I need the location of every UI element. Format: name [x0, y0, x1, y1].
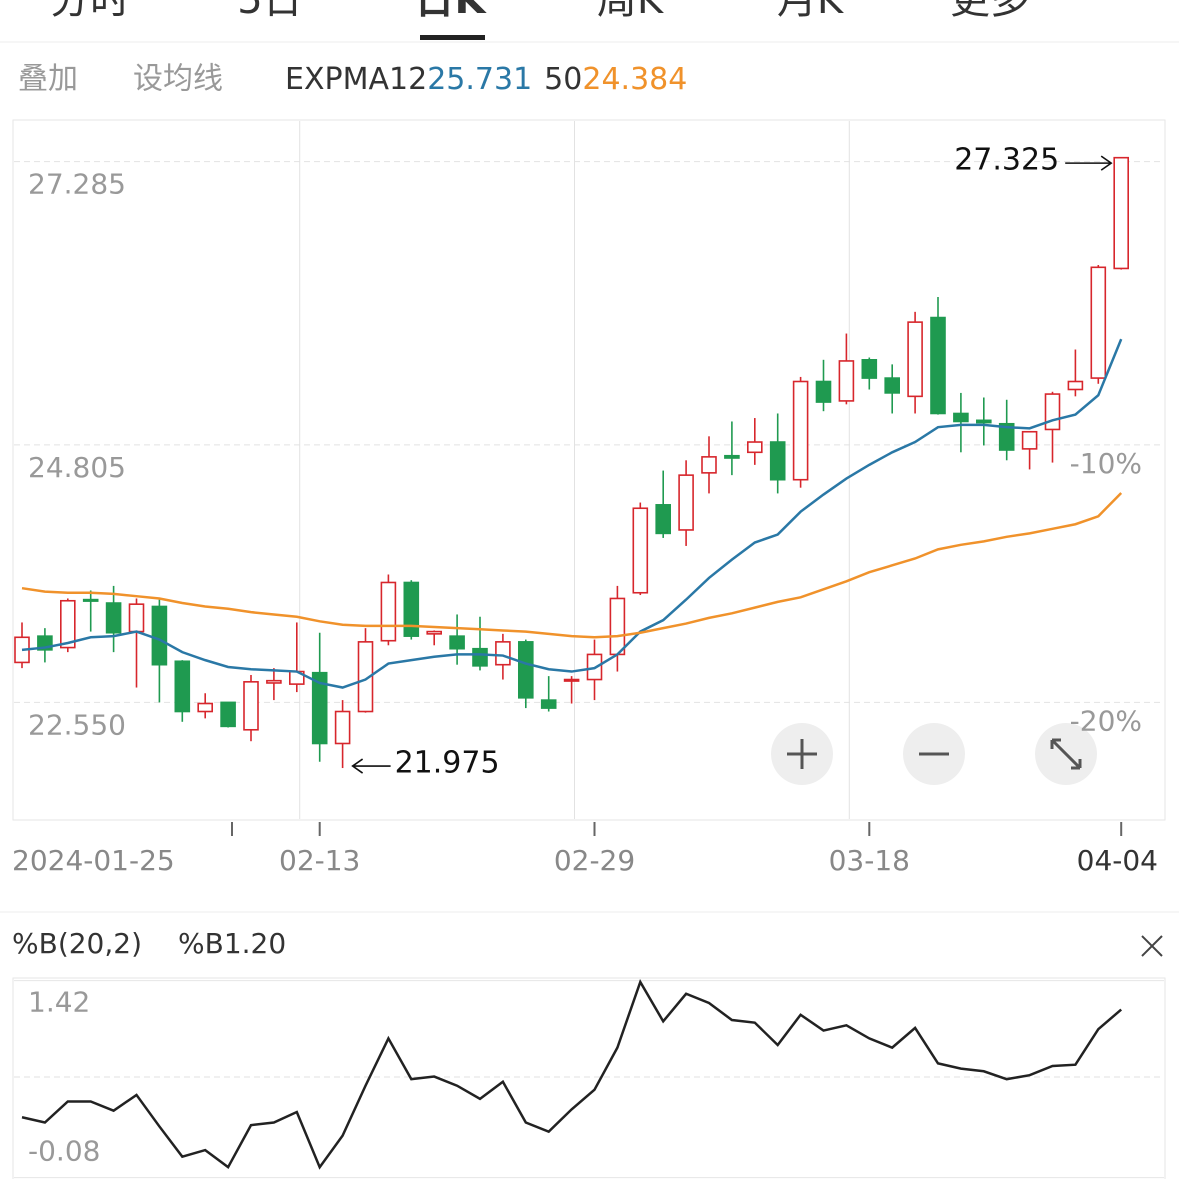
y-tick-label: -0.08	[28, 1135, 100, 1168]
candle-body	[540, 699, 557, 709]
tab[interactable]: 月K	[777, 0, 845, 23]
candle-body	[884, 377, 901, 394]
x-tick-label: 2024-01-25	[12, 844, 175, 877]
zoom-out-button[interactable]	[903, 723, 965, 785]
candle-body	[174, 660, 191, 713]
main-chart-frame	[12, 119, 1166, 821]
candle-body	[930, 316, 946, 415]
zoom-in-button[interactable]	[771, 723, 833, 785]
candle-body	[655, 504, 672, 535]
candle-body	[678, 474, 694, 531]
x-tick-label: 03-18	[829, 844, 910, 877]
legend-value: 25.731	[427, 62, 532, 97]
legend-value: 1.20	[224, 927, 286, 960]
x-tick-label: 02-13	[279, 844, 360, 877]
candle-body	[792, 380, 809, 481]
candle-body	[1021, 430, 1038, 450]
high-label: 27.325	[954, 143, 1059, 178]
candle-body	[449, 635, 465, 650]
toolbar-item[interactable]: 设均线	[133, 62, 223, 97]
candle-body	[953, 412, 969, 423]
y-tick-label: 24.805	[28, 451, 126, 484]
candle-body	[746, 441, 763, 454]
tab-underline	[420, 35, 485, 40]
indicator-legend: %B1.20	[178, 927, 286, 960]
candle-body	[907, 321, 923, 398]
legend-name: 50	[544, 62, 582, 97]
candle-body	[220, 701, 236, 728]
candle-body	[838, 360, 855, 402]
close-icon[interactable]	[1141, 935, 1163, 957]
candle-body	[495, 641, 511, 666]
tab[interactable]: 周K	[597, 0, 665, 23]
expma-line	[21, 492, 1123, 639]
y-tick-label: 27.285	[28, 168, 126, 201]
candle-body	[151, 605, 168, 666]
legend: EXPMA1225.731 5024.384	[285, 62, 687, 97]
candle-body	[563, 678, 580, 682]
candle-body	[334, 710, 351, 745]
candle-body	[517, 641, 534, 699]
candle-body	[105, 602, 122, 634]
candle-body	[243, 681, 259, 731]
candle-body	[197, 702, 213, 713]
candle-body	[128, 603, 145, 633]
candle-body	[975, 419, 992, 424]
candle-body	[426, 630, 443, 635]
high-arrow	[1065, 155, 1113, 171]
candle-body	[1113, 156, 1129, 270]
y-tick-label: 1.42	[28, 986, 90, 1019]
candle-body	[724, 454, 740, 459]
candle-body	[472, 647, 488, 667]
candle-body	[609, 597, 626, 656]
candle-body	[1044, 393, 1061, 431]
tab[interactable]: 更多	[950, 0, 1030, 23]
candle-body	[998, 422, 1015, 451]
low-label: 21.975	[395, 746, 500, 781]
x-tick-label: 04-04	[1077, 844, 1158, 877]
pct-tick-label: -10%	[1070, 447, 1142, 480]
tab[interactable]: 日K	[415, 0, 488, 23]
candle-body	[815, 380, 832, 403]
candle-body	[380, 581, 397, 642]
fullscreen-button[interactable]	[1035, 723, 1097, 785]
candle-body	[861, 359, 878, 379]
candle-body	[403, 581, 420, 637]
legend-value: 24.384	[582, 62, 687, 97]
expma-line	[21, 338, 1123, 689]
indicator-title: %B(20,2)	[12, 927, 142, 960]
low-arrow	[351, 758, 391, 774]
legend-name: %B	[178, 927, 224, 960]
pct-tick-label: -20%	[1070, 704, 1142, 737]
y-tick-label: 22.550	[28, 708, 126, 741]
candle-body	[701, 456, 717, 474]
toolbar-item[interactable]: 叠加	[18, 62, 78, 97]
tab[interactable]: 分时	[50, 0, 130, 23]
candle-body	[82, 598, 99, 602]
tab[interactable]: 5日	[237, 0, 302, 23]
candle-body	[59, 599, 76, 649]
x-tick-label: 02-29	[554, 844, 635, 877]
candle-body	[632, 507, 649, 594]
indicator-frame	[12, 977, 1166, 1179]
candle-body	[357, 641, 374, 713]
candle-body	[266, 679, 282, 684]
legend-name: EXPMA12	[285, 62, 427, 97]
candle-body	[311, 671, 328, 745]
candle-body	[1067, 380, 1084, 391]
candle-body	[1090, 266, 1107, 379]
percent-b-line	[21, 978, 1123, 1170]
candle-body	[769, 441, 786, 481]
